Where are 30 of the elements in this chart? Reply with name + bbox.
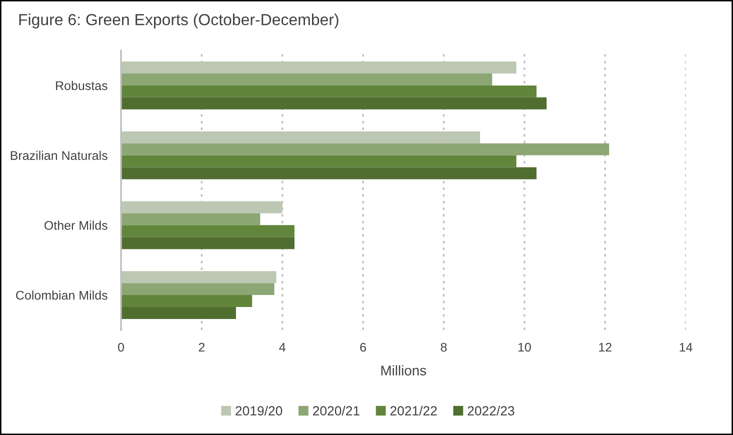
bar — [121, 307, 236, 320]
y-tick-label: Brazilian Naturals — [10, 150, 108, 160]
legend-label: 2022/23 — [468, 406, 514, 416]
x-tick-label: 10 — [518, 342, 531, 352]
x-tick-label: 12 — [599, 342, 612, 352]
chart-title: Figure 6: Green Exports (October-December) — [19, 14, 338, 28]
bar — [121, 213, 260, 226]
bar — [121, 85, 537, 98]
x-tick-label: 8 — [440, 342, 447, 352]
x-tick-label: 14 — [680, 342, 692, 352]
bar — [121, 225, 294, 238]
bar — [121, 155, 516, 168]
bar — [121, 97, 547, 110]
y-tick-label: Colombian Milds — [16, 290, 108, 300]
x-axis-title: Millions — [381, 365, 426, 376]
legend-label: 2020/21 — [313, 406, 360, 416]
bar — [121, 237, 294, 250]
x-tick-label: 6 — [360, 342, 366, 352]
bar — [121, 143, 610, 156]
x-tick-label: 2 — [198, 342, 205, 352]
bar — [121, 295, 252, 308]
y-tick-label: Robustas — [56, 80, 108, 90]
x-tick-label: 0 — [118, 342, 124, 352]
legend-label: 2021/22 — [390, 406, 437, 416]
x-tick-label: 4 — [279, 342, 286, 352]
y-tick-label: Other Milds — [44, 220, 108, 230]
bar — [121, 283, 274, 296]
bar — [121, 167, 537, 180]
legend-label: 2019/20 — [236, 406, 282, 416]
bar — [121, 73, 492, 86]
